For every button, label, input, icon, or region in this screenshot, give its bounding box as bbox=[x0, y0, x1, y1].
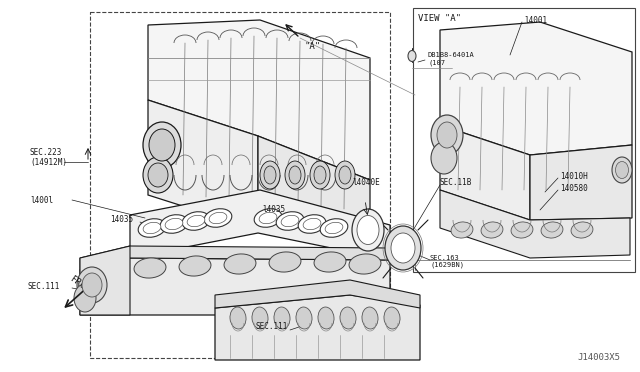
Text: l4040E: l4040E bbox=[352, 178, 380, 187]
Text: 14035: 14035 bbox=[110, 215, 133, 224]
Polygon shape bbox=[80, 246, 130, 315]
Text: J14003X5: J14003X5 bbox=[577, 353, 620, 362]
Ellipse shape bbox=[314, 166, 326, 184]
Ellipse shape bbox=[230, 307, 246, 329]
Ellipse shape bbox=[340, 307, 356, 329]
Ellipse shape bbox=[260, 161, 280, 189]
Ellipse shape bbox=[74, 284, 96, 312]
Text: FRONT: FRONT bbox=[68, 275, 98, 299]
Text: VIEW "A": VIEW "A" bbox=[418, 14, 461, 23]
Ellipse shape bbox=[310, 161, 330, 189]
Ellipse shape bbox=[143, 122, 181, 168]
Text: SEC.223
(14912M): SEC.223 (14912M) bbox=[30, 148, 67, 167]
Ellipse shape bbox=[182, 212, 210, 230]
Ellipse shape bbox=[179, 256, 211, 276]
Ellipse shape bbox=[303, 218, 321, 230]
Text: l4001: l4001 bbox=[524, 16, 547, 25]
Ellipse shape bbox=[408, 51, 416, 61]
Text: SEC.111: SEC.111 bbox=[28, 282, 60, 291]
Text: DB1B8-6401A
(107: DB1B8-6401A (107 bbox=[428, 52, 475, 65]
Ellipse shape bbox=[362, 307, 378, 329]
Polygon shape bbox=[530, 145, 632, 220]
Ellipse shape bbox=[339, 166, 351, 184]
Text: SEC.11B: SEC.11B bbox=[440, 178, 472, 187]
Ellipse shape bbox=[298, 215, 326, 233]
Ellipse shape bbox=[612, 157, 632, 183]
Text: 140580: 140580 bbox=[560, 184, 588, 193]
Polygon shape bbox=[215, 295, 420, 360]
Ellipse shape bbox=[289, 166, 301, 184]
Ellipse shape bbox=[77, 267, 107, 303]
Ellipse shape bbox=[254, 209, 282, 227]
Ellipse shape bbox=[160, 215, 188, 233]
Ellipse shape bbox=[259, 212, 277, 224]
Ellipse shape bbox=[143, 157, 173, 193]
Polygon shape bbox=[440, 22, 632, 155]
Ellipse shape bbox=[314, 252, 346, 272]
Polygon shape bbox=[148, 20, 370, 180]
Ellipse shape bbox=[541, 222, 563, 238]
Ellipse shape bbox=[252, 307, 268, 329]
Polygon shape bbox=[440, 125, 530, 220]
Ellipse shape bbox=[325, 222, 343, 234]
Ellipse shape bbox=[274, 307, 290, 329]
Polygon shape bbox=[80, 246, 390, 270]
Text: "A": "A" bbox=[304, 42, 320, 51]
Text: l4035: l4035 bbox=[262, 205, 285, 214]
Ellipse shape bbox=[511, 222, 533, 238]
Ellipse shape bbox=[335, 161, 355, 189]
Ellipse shape bbox=[209, 212, 227, 224]
Ellipse shape bbox=[349, 254, 381, 274]
Polygon shape bbox=[215, 280, 420, 308]
Text: l400l: l400l bbox=[30, 196, 53, 205]
Ellipse shape bbox=[481, 222, 503, 238]
Ellipse shape bbox=[384, 307, 400, 329]
Ellipse shape bbox=[571, 222, 593, 238]
Text: SEC.163
(1629BN): SEC.163 (1629BN) bbox=[430, 255, 464, 269]
Ellipse shape bbox=[385, 226, 421, 270]
Ellipse shape bbox=[134, 258, 166, 278]
Polygon shape bbox=[148, 100, 258, 230]
Ellipse shape bbox=[281, 215, 299, 227]
Ellipse shape bbox=[320, 219, 348, 237]
Polygon shape bbox=[80, 258, 390, 315]
Ellipse shape bbox=[204, 209, 232, 227]
Ellipse shape bbox=[616, 161, 628, 179]
Text: 14010H: 14010H bbox=[560, 172, 588, 181]
Ellipse shape bbox=[148, 163, 168, 187]
Polygon shape bbox=[440, 190, 630, 258]
Ellipse shape bbox=[165, 218, 183, 230]
Ellipse shape bbox=[296, 307, 312, 329]
Ellipse shape bbox=[82, 273, 102, 297]
Ellipse shape bbox=[143, 222, 161, 234]
Ellipse shape bbox=[285, 161, 305, 189]
Ellipse shape bbox=[437, 122, 457, 148]
Ellipse shape bbox=[431, 115, 463, 155]
Ellipse shape bbox=[138, 219, 166, 237]
Ellipse shape bbox=[276, 212, 304, 230]
Ellipse shape bbox=[391, 233, 415, 263]
Polygon shape bbox=[258, 136, 370, 230]
Ellipse shape bbox=[318, 307, 334, 329]
Ellipse shape bbox=[224, 254, 256, 274]
Ellipse shape bbox=[269, 252, 301, 272]
Ellipse shape bbox=[149, 129, 175, 161]
Ellipse shape bbox=[264, 166, 276, 184]
Ellipse shape bbox=[187, 215, 205, 227]
Ellipse shape bbox=[431, 142, 457, 174]
Text: SEC.111: SEC.111 bbox=[256, 322, 289, 331]
Polygon shape bbox=[130, 190, 390, 260]
Ellipse shape bbox=[357, 215, 379, 244]
Ellipse shape bbox=[451, 222, 473, 238]
Ellipse shape bbox=[352, 209, 384, 251]
